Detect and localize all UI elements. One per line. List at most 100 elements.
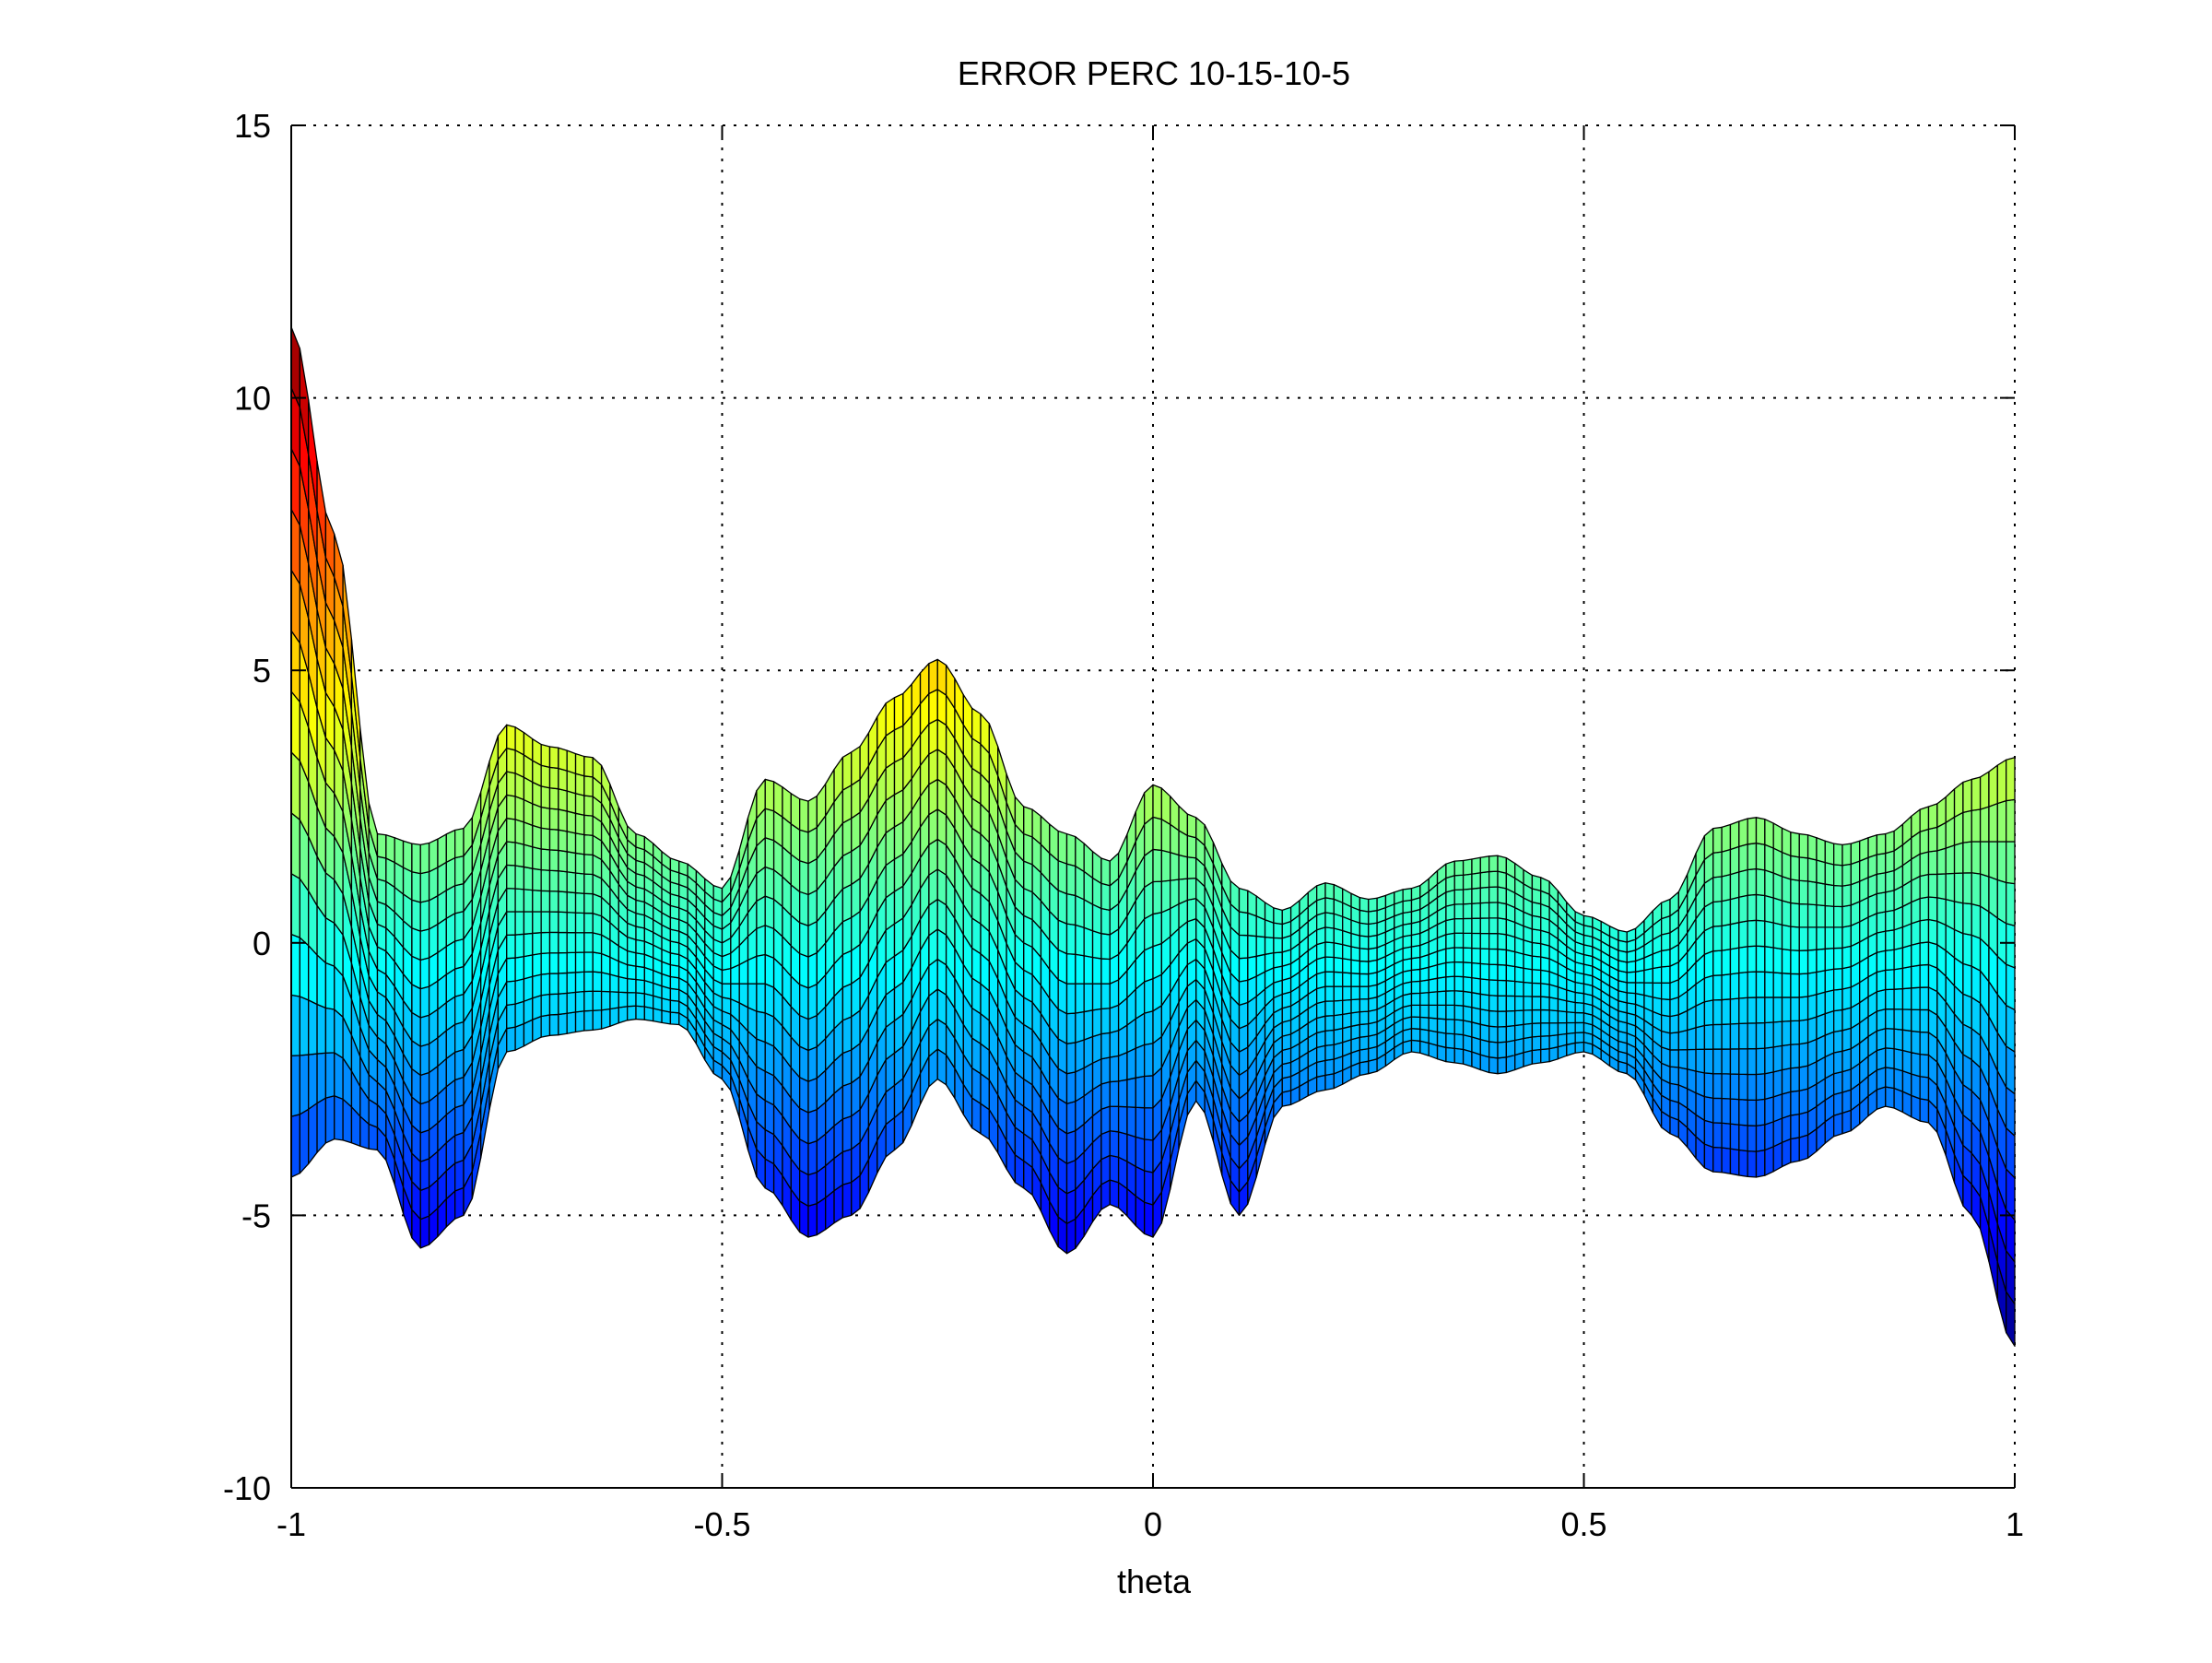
- surface-cell: [324, 917, 335, 967]
- surface-cell: [1850, 840, 1861, 866]
- surface-cell: [1453, 947, 1465, 963]
- surface-cell: [1065, 1042, 1077, 1075]
- surface-cell: [1471, 872, 1481, 890]
- surface-cell: [1238, 979, 1249, 1007]
- surface-cell: [514, 726, 525, 756]
- surface-cell: [1824, 904, 1835, 928]
- surface-cell: [1471, 1007, 1481, 1025]
- surface-cell: [1170, 852, 1180, 881]
- surface-cell: [334, 1095, 344, 1141]
- surface-cell: [1911, 897, 1921, 925]
- surface-cell: [1505, 1054, 1516, 1074]
- surface-cell: [1453, 1047, 1465, 1065]
- surface-cell: [764, 1041, 775, 1077]
- surface-cell: [574, 852, 585, 875]
- surface-cell: [1764, 1046, 1774, 1075]
- surface-cell: [1712, 1023, 1723, 1050]
- surface-cell: [592, 932, 603, 955]
- surface-cell: [1316, 1015, 1326, 1034]
- surface-cell: [799, 829, 809, 865]
- surface-cell: [1117, 1156, 1128, 1190]
- surface-cell: [376, 855, 387, 882]
- surface-cell: [1712, 974, 1723, 1001]
- surface-cell: [1781, 1044, 1792, 1071]
- surface-cell: [1436, 1004, 1447, 1020]
- surface-cell: [1738, 920, 1748, 949]
- surface-cell: [1445, 961, 1455, 978]
- surface-cell: [2005, 923, 2016, 969]
- surface-cell: [445, 913, 456, 948]
- surface-cell: [1712, 900, 1723, 927]
- surface-cell: [1712, 1073, 1723, 1100]
- surface-cell: [1790, 1113, 1800, 1140]
- surface-cell: [1781, 1115, 1792, 1143]
- surface-cell: [411, 871, 421, 903]
- surface-cell: [1523, 953, 1534, 971]
- surface-cell: [1876, 930, 1887, 953]
- surface-cell: [764, 1012, 775, 1047]
- surface-cell: [1755, 1021, 1766, 1050]
- surface-cell: [1023, 914, 1033, 949]
- surface-cell: [540, 827, 551, 851]
- surface-cell: [1152, 912, 1162, 948]
- surface-cell: [540, 890, 551, 913]
- surface-cell: [1901, 987, 1912, 1010]
- surface-cell: [1911, 1030, 1921, 1056]
- surface-cell: [1359, 935, 1370, 950]
- surface-cell: [1083, 955, 1094, 985]
- surface-cell: [1867, 873, 1878, 899]
- surface-cell: [1359, 1060, 1370, 1077]
- surface-cell: [1806, 1038, 1818, 1067]
- surface-cell: [1531, 982, 1542, 997]
- surface-cell: [1075, 835, 1085, 873]
- surface-cell: [1144, 913, 1154, 951]
- surface-cell: [1885, 969, 1895, 991]
- surface-cell: [1152, 784, 1162, 820]
- surface-cell: [453, 1186, 465, 1220]
- surface-cell: [1996, 917, 2007, 965]
- surface-cell: [1144, 1043, 1154, 1078]
- surface-cell: [428, 923, 439, 959]
- surface-cell: [1876, 969, 1887, 993]
- surface-cell: [1764, 843, 1774, 874]
- surface-cell: [1747, 1073, 1758, 1102]
- surface-cell: [627, 992, 637, 1008]
- surface-cell: [1824, 989, 1835, 1015]
- surface-cell: [514, 796, 525, 823]
- surface-cell: [548, 1013, 559, 1036]
- surface-cell: [1479, 886, 1490, 904]
- surface-cell: [1841, 1027, 1852, 1052]
- surface-cell: [1971, 997, 1982, 1036]
- surface-cell: [523, 932, 534, 958]
- surface-cell: [1712, 1097, 1723, 1124]
- y-tick-label: 15: [234, 107, 271, 145]
- surface-cell: [1540, 956, 1550, 973]
- surface-cell: [1936, 873, 1947, 901]
- surface-cell: [1574, 1032, 1585, 1044]
- surface-cell: [635, 832, 645, 851]
- surface-cell: [514, 865, 525, 890]
- surface-cell: [1677, 1048, 1688, 1070]
- surface-cell: [1479, 932, 1490, 950]
- surface-cell: [1523, 1049, 1534, 1067]
- surface-cell: [1669, 997, 1679, 1018]
- surface-cell: [928, 689, 938, 725]
- surface-cell: [558, 1012, 568, 1036]
- surface-cell: [1833, 864, 1843, 887]
- surface-cell: [583, 971, 594, 993]
- surface-cell: [1971, 934, 1982, 972]
- surface-cell: [574, 891, 585, 914]
- surface-cell: [1057, 1008, 1068, 1044]
- surface-cell: [506, 1026, 516, 1053]
- surface-cell: [1962, 1023, 1972, 1061]
- surface-cell: [1901, 1029, 1912, 1054]
- surface-cell: [1806, 880, 1818, 906]
- surface-cell: [523, 954, 534, 980]
- surface-cell: [1721, 998, 1732, 1025]
- surface-cell: [1712, 851, 1723, 879]
- surface-cell: [1091, 1032, 1102, 1064]
- surface-cell: [1091, 903, 1102, 935]
- surface-cell: [1057, 860, 1068, 895]
- surface-cell: [1781, 997, 1792, 1022]
